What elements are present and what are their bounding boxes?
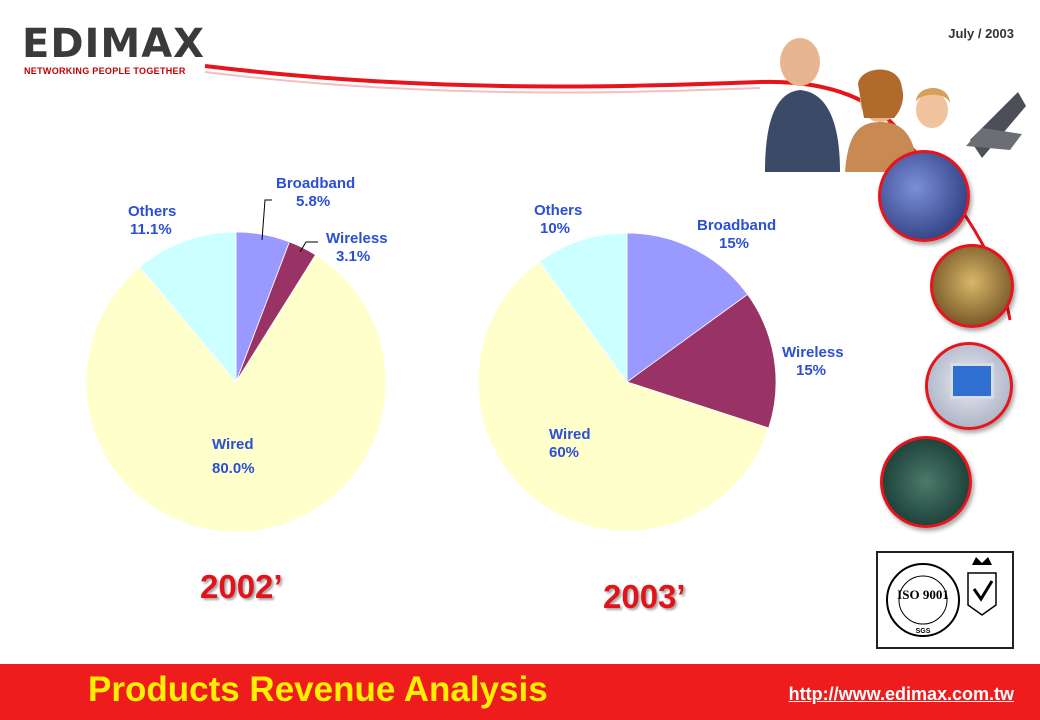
leader-line-broadband-2002 xyxy=(261,199,272,241)
label-others-2003: Others 10% xyxy=(534,202,583,237)
sgs-text: SGS xyxy=(916,628,931,635)
label-others-2002: Others 11.1% xyxy=(128,203,177,238)
label-broadband-2003: Broadband 15% xyxy=(697,217,777,252)
label-broadband-2002: Broadband 5.8% xyxy=(276,175,356,210)
pie-slice-broadband-2003 xyxy=(626,232,749,383)
date-label: July / 2003 xyxy=(948,26,1014,41)
logo-tagline: NETWORKING PEOPLE TOGETHER xyxy=(24,66,186,76)
pie-chart-2003 xyxy=(477,232,777,532)
pie-slice-others-2003 xyxy=(538,232,628,384)
leader-line-wireless-2002 xyxy=(299,241,318,253)
circuit-board-photo xyxy=(880,436,972,528)
edimax-logo: EDIMAX NETWORKING PEOPLE TOGETHER xyxy=(22,22,212,82)
pie-chart-2002 xyxy=(85,199,387,533)
footer-bar xyxy=(0,664,1040,720)
pie-slice-wired-2003 xyxy=(477,260,770,532)
chart-title-2002: 2002’ xyxy=(200,568,283,605)
network-cable-photo xyxy=(878,150,970,242)
iso-seal-icon: ISO 9001 SGS xyxy=(886,557,997,637)
label-wired-2002: Wired 80.0% xyxy=(212,436,255,477)
footer-url-link[interactable]: http://www.edimax.com.tw xyxy=(788,684,1014,704)
chart-title-2003: 2003’ xyxy=(603,578,686,615)
computer-monitor-photo xyxy=(925,342,1013,430)
label-wireless-2003: Wireless 15% xyxy=(782,344,844,379)
label-wired-2003: Wired 60% xyxy=(549,426,591,461)
rj45-ports-photo xyxy=(930,244,1014,328)
logo-wordmark: EDIMAX xyxy=(22,21,206,67)
iso-seal-text: ISO 9001 xyxy=(897,587,949,602)
pie-slice-wired-2002 xyxy=(85,254,387,533)
iso-certification-badge: ISO 9001 SGS xyxy=(876,551,1014,649)
pie-slice-others-2002 xyxy=(139,231,237,384)
person-phone-photo xyxy=(765,38,1026,172)
label-wireless-2002: Wireless 3.1% xyxy=(326,230,388,265)
pie-slice-wireless-2003 xyxy=(626,293,777,429)
footer-title: Products Revenue Analysis xyxy=(88,670,548,709)
